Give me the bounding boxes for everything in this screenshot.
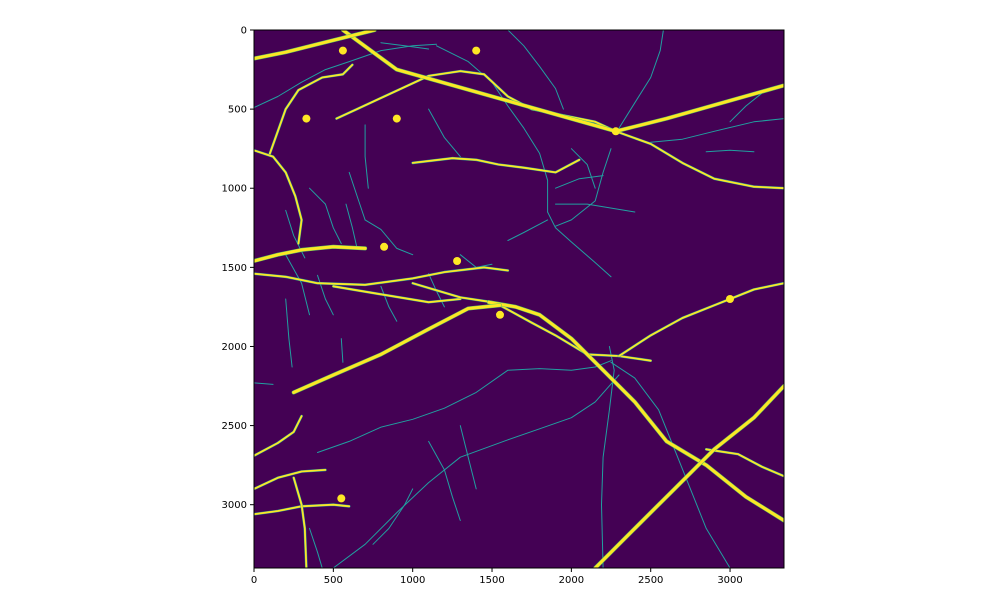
junction-blob [453, 257, 462, 265]
branch-road [254, 266, 509, 286]
main-road [254, 30, 377, 60]
y-tick-label: 3000 [222, 500, 247, 511]
branch-road [705, 448, 784, 478]
x-tick-label: 2000 [559, 575, 584, 586]
thin-path [380, 42, 430, 50]
thin-path [570, 148, 596, 189]
thin-path [507, 219, 549, 241]
x-tick-label: 3000 [717, 575, 742, 586]
thin-path [507, 30, 564, 110]
y-tick-label: 1500 [222, 263, 247, 274]
branch-road [618, 282, 784, 357]
junction-blob [338, 46, 347, 55]
y-tick-label: 2500 [222, 421, 247, 432]
y-tick-label: 2000 [222, 342, 247, 353]
y-tick-label: 1000 [222, 184, 247, 195]
y-axis: 0 500 1000 1500 2000 2500 3000 [222, 26, 254, 511]
main-road [593, 384, 784, 568]
x-tick-label: 2500 [638, 575, 663, 586]
thin-path [436, 45, 549, 213]
y-tick-label: 500 [228, 105, 247, 116]
junction-blob [302, 114, 311, 123]
x-tick-label: 0 [251, 575, 257, 586]
heatmap-image [254, 30, 784, 568]
thin-path [340, 338, 344, 363]
plot-background [254, 30, 784, 568]
branch-road [614, 130, 784, 190]
thin-path [729, 92, 763, 123]
thin-path [345, 203, 358, 249]
branch-road [411, 157, 581, 174]
thin-path [332, 374, 620, 568]
x-tick-label: 500 [324, 575, 343, 586]
main-road [292, 303, 502, 394]
branch-road [332, 285, 462, 304]
branch-road [254, 415, 303, 457]
x-axis: 0 500 1000 1500 2000 2500 3000 [251, 568, 743, 586]
branch-road [499, 304, 652, 362]
x-tick-label: 1000 [400, 575, 425, 586]
thin-path [459, 425, 477, 490]
junction-blob [392, 114, 401, 123]
thin-path [364, 124, 369, 189]
thin-path [254, 382, 274, 385]
thin-path [317, 360, 612, 453]
thin-path [601, 346, 615, 568]
thin-path [285, 298, 293, 368]
thin-path [555, 175, 604, 189]
thin-path [547, 211, 612, 278]
thin-path [309, 527, 323, 568]
branch-road [254, 469, 327, 490]
thin-path [364, 219, 414, 256]
thin-path [309, 187, 342, 245]
junction-blob [726, 295, 734, 303]
thin-path [380, 285, 398, 322]
x-tick-label: 1500 [479, 575, 504, 586]
thin-path [618, 30, 664, 129]
thin-path [428, 440, 461, 521]
thin-path [428, 108, 461, 158]
main-road [487, 300, 784, 522]
thin-path [555, 148, 612, 227]
junction-blob [472, 46, 481, 55]
thin-path [285, 254, 310, 316]
thin-path [650, 118, 784, 143]
junction-blob [380, 242, 389, 251]
thin-path [372, 488, 414, 545]
junction-blob [611, 127, 620, 136]
plot-frame [253, 29, 785, 569]
branch-road [254, 149, 303, 245]
y-tick-label: 0 [241, 26, 247, 37]
main-road [254, 245, 367, 263]
junction-blob [496, 310, 504, 319]
branch-road [292, 476, 308, 568]
branch-road [269, 63, 354, 155]
junction-blob [337, 494, 346, 503]
thin-path [610, 361, 731, 568]
thin-path [555, 203, 636, 213]
thin-path [348, 171, 366, 221]
thin-path [705, 149, 755, 153]
branch-road [411, 282, 493, 304]
